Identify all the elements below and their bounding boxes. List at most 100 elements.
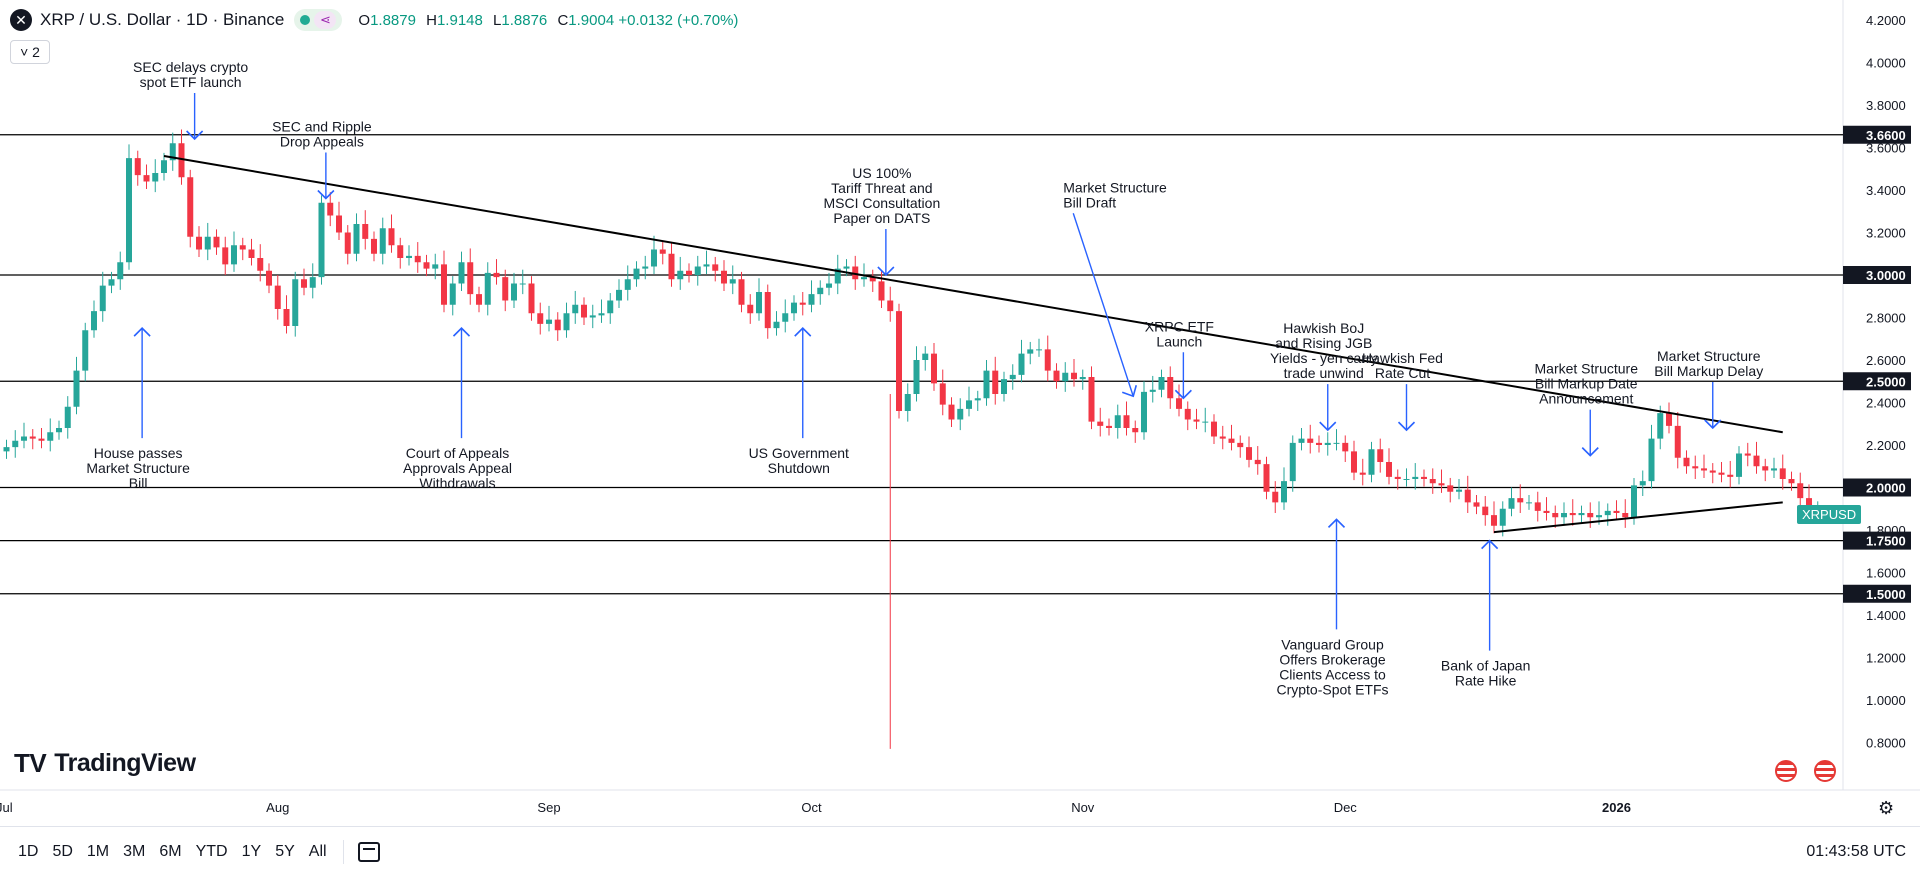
candle-down xyxy=(274,285,281,309)
candle-up xyxy=(1079,377,1086,380)
candle-up xyxy=(607,300,614,314)
candle-up xyxy=(519,283,526,285)
candle-down xyxy=(502,277,509,301)
candle-down xyxy=(896,311,902,411)
candle-down xyxy=(931,353,937,384)
annotation-arrow-head xyxy=(186,130,204,141)
market-status-pill[interactable]: ⋖ xyxy=(294,9,343,31)
annotation-text: Bank of Japan xyxy=(1441,658,1531,674)
candle-down xyxy=(1709,470,1716,473)
candle-down xyxy=(1753,455,1760,467)
candle-up xyxy=(677,270,684,280)
range-6m-button[interactable]: 6M xyxy=(159,843,182,860)
candle-up xyxy=(292,279,299,326)
close-label: C xyxy=(557,11,569,29)
range-1y-button[interactable]: 1Y xyxy=(241,843,262,860)
candle-up xyxy=(169,143,176,161)
x-tick-label: Sep xyxy=(537,800,560,815)
candle-up xyxy=(73,370,80,407)
y-tick-label: 1.2000 xyxy=(1866,651,1906,666)
candle-down xyxy=(1429,479,1436,484)
candle-down xyxy=(344,232,351,254)
candle-up xyxy=(1631,485,1637,518)
candle-down xyxy=(1053,370,1060,382)
y-tick-label: 1.4000 xyxy=(1866,608,1906,623)
candle-down xyxy=(1044,349,1051,371)
candle-down xyxy=(1674,425,1681,458)
candle-up xyxy=(546,319,552,324)
y-tick-label: 3.6000 xyxy=(1866,141,1906,156)
candle-down xyxy=(992,370,999,394)
candle-up xyxy=(1062,372,1069,382)
chart-header: ✕ XRP / U.S. Dollar · 1D · Binance ⋖ O1.… xyxy=(0,0,738,40)
candle-up xyxy=(1508,498,1515,509)
candle-down xyxy=(1377,449,1384,462)
us-flag-event-icon[interactable] xyxy=(1775,760,1797,782)
candle-down xyxy=(1517,498,1524,503)
range-3m-button[interactable]: 3M xyxy=(123,843,146,860)
symbol-title[interactable]: XRP / U.S. Dollar · 1D · Binance xyxy=(40,10,285,29)
candle-down xyxy=(554,319,561,331)
annotation-text: SEC and Ripple xyxy=(272,119,372,135)
utc-clock[interactable]: 01:43:58 UTC xyxy=(1806,843,1906,860)
candle-down xyxy=(327,202,334,216)
annotation-text: US 100% xyxy=(852,165,911,181)
us-flag-event-icon[interactable] xyxy=(1814,760,1836,782)
annotation-text: Offers Brokerage xyxy=(1279,651,1386,667)
candle-down xyxy=(738,279,745,305)
candle-down xyxy=(1097,421,1104,426)
annotation-text: Clients Access to xyxy=(1279,666,1386,682)
range-1m-button[interactable]: 1M xyxy=(86,843,110,860)
candle-down xyxy=(887,300,894,312)
candle-up xyxy=(3,447,10,452)
candle-down xyxy=(948,404,955,420)
annotation-arrow-head xyxy=(1581,447,1599,457)
collapse-indicators-button[interactable]: ˅ 2 xyxy=(10,40,50,64)
candle-up xyxy=(1604,510,1611,516)
candle-down xyxy=(143,175,150,182)
annotation-text: Vanguard Group xyxy=(1281,636,1384,652)
candle-down xyxy=(1806,498,1812,511)
candle-down xyxy=(1718,472,1725,475)
candle-down xyxy=(1071,372,1077,380)
candle-down xyxy=(1359,472,1366,475)
candle-down xyxy=(187,177,194,237)
candle-down xyxy=(764,292,771,329)
annotation-arrow-head xyxy=(1121,385,1138,398)
range-5y-button[interactable]: 5Y xyxy=(275,843,295,860)
range-ytd-button[interactable]: YTD xyxy=(195,843,228,860)
candle-up xyxy=(861,277,867,280)
candle-down xyxy=(1246,447,1252,460)
range-1d-button[interactable]: 1D xyxy=(18,843,39,860)
candle-up xyxy=(1114,415,1121,428)
candle-up xyxy=(379,228,386,254)
candle-down xyxy=(1123,415,1130,428)
settings-gear-icon[interactable]: ⚙ xyxy=(1878,798,1895,818)
candle-down xyxy=(248,249,255,258)
annotation-arrow-head xyxy=(133,326,151,337)
candle-up xyxy=(1281,481,1287,503)
range-all-button[interactable]: All xyxy=(308,843,327,860)
calendar-goto-icon[interactable] xyxy=(357,842,380,862)
candle-down xyxy=(1438,483,1445,486)
candle-up xyxy=(922,353,929,360)
candle-down xyxy=(1613,510,1620,513)
close-value: 1.9004 xyxy=(568,11,615,29)
annotation-text: Withdrawals xyxy=(419,475,495,491)
trendline xyxy=(1493,501,1783,534)
x-tick-label: Dec xyxy=(1334,800,1358,815)
candle-down xyxy=(29,436,36,439)
annotation-text: and Rising JGB xyxy=(1275,335,1372,351)
candle-up xyxy=(843,266,850,269)
candle-up xyxy=(204,236,211,250)
candle-up xyxy=(1141,391,1147,433)
symbol-price-badge: XRPUSD xyxy=(1797,505,1862,524)
candle-up xyxy=(642,266,649,269)
range-5d-button[interactable]: 5D xyxy=(52,843,73,860)
candle-up xyxy=(1149,389,1156,392)
candle-up xyxy=(449,283,456,305)
candle-down xyxy=(1569,513,1576,516)
tradingview-logo[interactable]: TV TradingView xyxy=(14,748,196,779)
candle-up xyxy=(1289,442,1296,482)
